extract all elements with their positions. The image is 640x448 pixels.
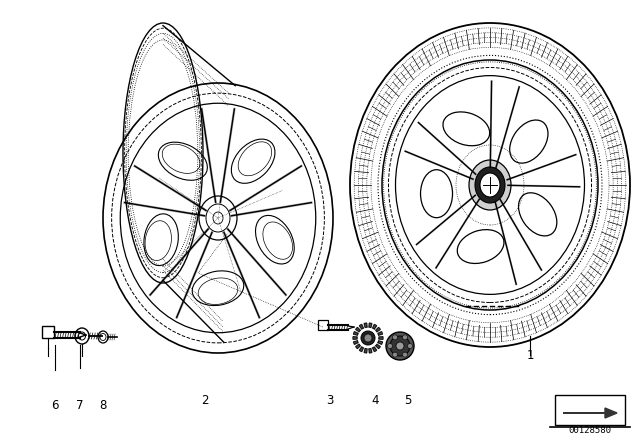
Polygon shape	[353, 341, 358, 345]
Ellipse shape	[364, 334, 372, 342]
Ellipse shape	[475, 167, 505, 203]
Polygon shape	[364, 323, 367, 327]
Polygon shape	[378, 341, 383, 345]
Polygon shape	[372, 347, 376, 352]
Ellipse shape	[403, 335, 408, 340]
Ellipse shape	[386, 332, 414, 360]
Ellipse shape	[480, 173, 500, 197]
Polygon shape	[369, 323, 372, 327]
Polygon shape	[376, 327, 380, 332]
Ellipse shape	[387, 344, 392, 349]
Text: 3: 3	[326, 393, 333, 406]
Ellipse shape	[392, 352, 397, 357]
Polygon shape	[372, 324, 376, 329]
Polygon shape	[379, 337, 383, 339]
Text: 8: 8	[99, 399, 107, 412]
Text: 5: 5	[404, 393, 412, 406]
Polygon shape	[369, 349, 372, 353]
Polygon shape	[356, 327, 360, 332]
Ellipse shape	[469, 160, 511, 210]
Polygon shape	[353, 337, 357, 339]
Polygon shape	[360, 347, 364, 352]
Polygon shape	[364, 349, 367, 353]
Polygon shape	[378, 332, 383, 335]
Text: 2: 2	[201, 393, 209, 406]
Polygon shape	[353, 332, 358, 335]
Text: 4: 4	[371, 393, 379, 406]
Ellipse shape	[403, 352, 408, 357]
Ellipse shape	[361, 331, 375, 345]
Polygon shape	[376, 345, 380, 349]
Polygon shape	[360, 324, 364, 329]
Ellipse shape	[392, 335, 397, 340]
Polygon shape	[563, 408, 617, 418]
Text: 6: 6	[51, 399, 59, 412]
Ellipse shape	[390, 336, 410, 356]
Text: 1: 1	[526, 349, 534, 362]
Text: 00128580: 00128580	[568, 426, 611, 435]
Polygon shape	[356, 345, 360, 349]
Ellipse shape	[408, 344, 413, 349]
Text: 7: 7	[76, 399, 84, 412]
Ellipse shape	[396, 342, 404, 350]
